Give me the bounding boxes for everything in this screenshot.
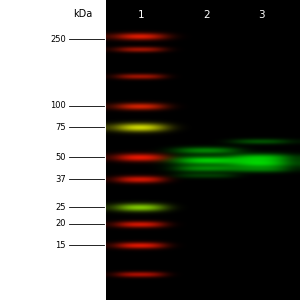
Text: 37: 37: [55, 175, 66, 184]
Text: 1: 1: [138, 10, 144, 20]
Text: 75: 75: [55, 122, 66, 131]
Text: 15: 15: [55, 241, 66, 250]
Text: 3: 3: [258, 10, 265, 20]
Text: 250: 250: [50, 34, 66, 43]
Text: 50: 50: [55, 152, 66, 161]
Text: 20: 20: [55, 220, 66, 229]
Text: 25: 25: [55, 202, 66, 211]
Text: kDa: kDa: [73, 9, 92, 19]
Text: 2: 2: [204, 10, 210, 20]
Text: 100: 100: [50, 101, 66, 110]
